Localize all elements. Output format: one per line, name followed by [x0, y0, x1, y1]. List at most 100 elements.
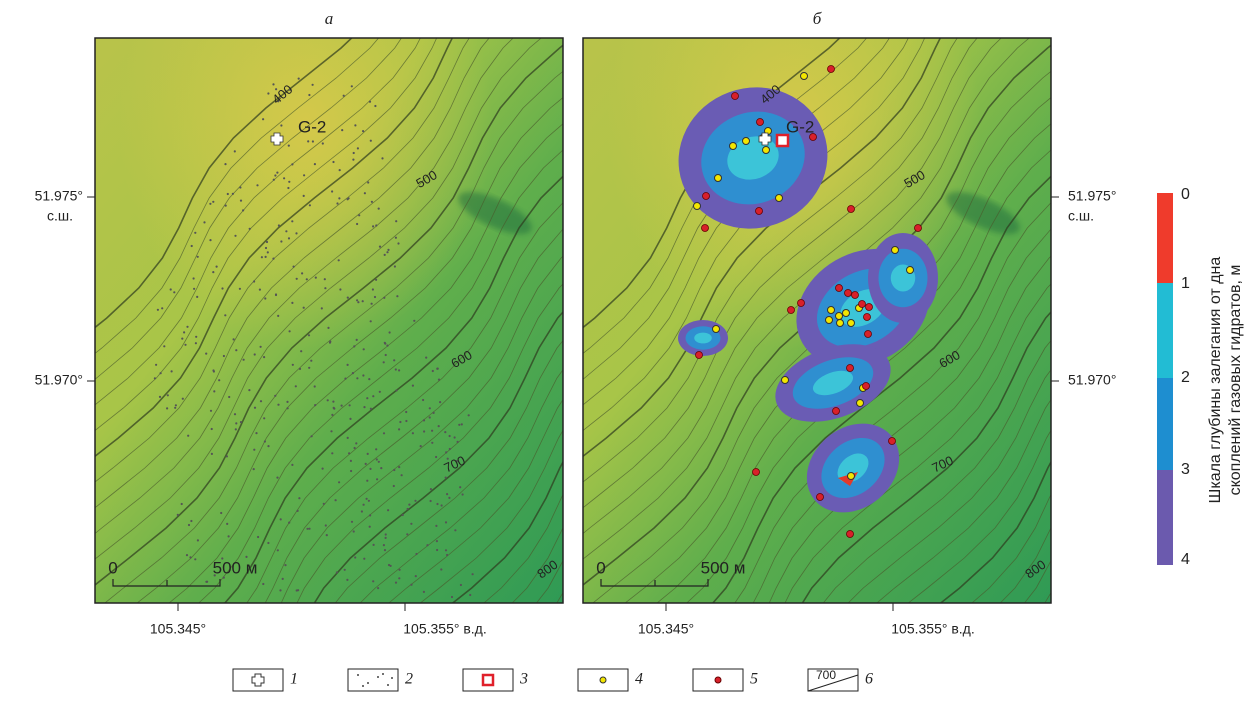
seep-dot: [336, 571, 338, 573]
seep-dot: [287, 407, 289, 409]
seep-dot: [432, 370, 434, 372]
seep-dot: [276, 172, 278, 174]
seep-dot: [406, 533, 408, 535]
seep-dot: [291, 464, 293, 466]
seep-dot: [280, 518, 282, 520]
seep-dot: [298, 497, 300, 499]
seep-dot: [308, 94, 310, 96]
seep-dot: [366, 498, 368, 500]
seep-dot: [376, 458, 378, 460]
seep-dot: [261, 256, 263, 258]
seep-dot: [383, 432, 385, 434]
seep-dot: [309, 204, 311, 206]
seep-dot: [327, 399, 329, 401]
seep-dot: [413, 320, 415, 322]
seep-dot: [429, 416, 431, 418]
seep-dot: [282, 578, 284, 580]
lat-label: 51.975°: [35, 188, 83, 204]
seep-dot: [357, 147, 359, 149]
seep-dot: [379, 391, 381, 393]
figure: G-2400500600700800а0500 м105.345°105.355…: [0, 0, 1249, 702]
seep-dot: [363, 406, 365, 408]
seep-dot: [235, 349, 237, 351]
seep-dot: [274, 174, 276, 176]
seep-dot: [339, 169, 341, 171]
seep-dot: [291, 163, 293, 165]
seep-dot: [308, 367, 310, 369]
seep-dot: [175, 404, 177, 406]
seep-dot: [445, 477, 447, 479]
red-point: [845, 290, 852, 297]
seep-dot: [351, 85, 353, 87]
seep-dot: [163, 345, 165, 347]
seep-dot: [193, 288, 195, 290]
colorbar-tick: 4: [1181, 551, 1190, 568]
seep-dot: [325, 524, 327, 526]
seep-dot: [283, 177, 285, 179]
seep-dot: [461, 423, 463, 425]
seep-dot: [272, 83, 274, 85]
seep-dot: [444, 431, 446, 433]
seep-dot: [405, 420, 407, 422]
seep-dot: [440, 568, 442, 570]
seep-dot: [314, 163, 316, 165]
seep-dot: [186, 554, 188, 556]
seep-dot: [383, 361, 385, 363]
yellow-point: [907, 267, 914, 274]
seep-dot: [285, 230, 287, 232]
seep-dot: [433, 412, 435, 414]
seep-dot: [385, 354, 387, 356]
yellow-point: [713, 326, 720, 333]
red-point: [788, 307, 795, 314]
seep-dot: [396, 295, 398, 297]
seep-dot: [367, 453, 369, 455]
seep-dot: [347, 364, 349, 366]
red-point: [696, 352, 703, 359]
seep-dot: [387, 249, 389, 251]
seep-dot: [224, 163, 226, 165]
red-point: [848, 206, 855, 213]
seep-dot: [303, 307, 305, 309]
seep-dot: [454, 436, 456, 438]
seep-dot: [449, 448, 451, 450]
seep-dot: [329, 340, 331, 342]
seep-dot: [243, 359, 245, 361]
seep-dot: [426, 544, 428, 546]
seep-dot: [181, 503, 183, 505]
yellow-point: [828, 307, 835, 314]
seep-dot: [227, 193, 229, 195]
seep-dot: [300, 350, 302, 352]
seep-dot: [295, 385, 297, 387]
seep-dot: [445, 521, 447, 523]
yellow-point: [715, 175, 722, 182]
seep-dot: [187, 435, 189, 437]
legend-symbol: [377, 676, 379, 678]
seep-dot: [379, 246, 381, 248]
seep-dot: [197, 539, 199, 541]
seep-dot: [469, 594, 471, 596]
seep-dot: [354, 124, 356, 126]
seep-dot: [223, 355, 225, 357]
colorbar-title: Шкала глубины залегания от дна: [1207, 257, 1224, 504]
seep-dot: [160, 372, 162, 374]
seep-dot: [372, 288, 374, 290]
seep-dot: [296, 278, 298, 280]
yellow-point: [848, 473, 855, 480]
seep-dot: [395, 389, 397, 391]
seep-dot: [159, 396, 161, 398]
seep-dot: [287, 187, 289, 189]
seep-dot: [384, 549, 386, 551]
seep-dot: [322, 468, 324, 470]
seep-dot: [335, 499, 337, 501]
seep-dot: [288, 522, 290, 524]
legend-sample: 700: [816, 668, 836, 682]
seep-dot: [395, 582, 397, 584]
seep-dot: [393, 469, 395, 471]
seep-dot: [361, 510, 363, 512]
seep-dot: [370, 320, 372, 322]
seep-dot: [278, 224, 280, 226]
seep-dot: [209, 239, 211, 241]
seep-dot: [212, 271, 214, 273]
seep-dot: [242, 209, 244, 211]
seep-dot: [189, 556, 191, 558]
